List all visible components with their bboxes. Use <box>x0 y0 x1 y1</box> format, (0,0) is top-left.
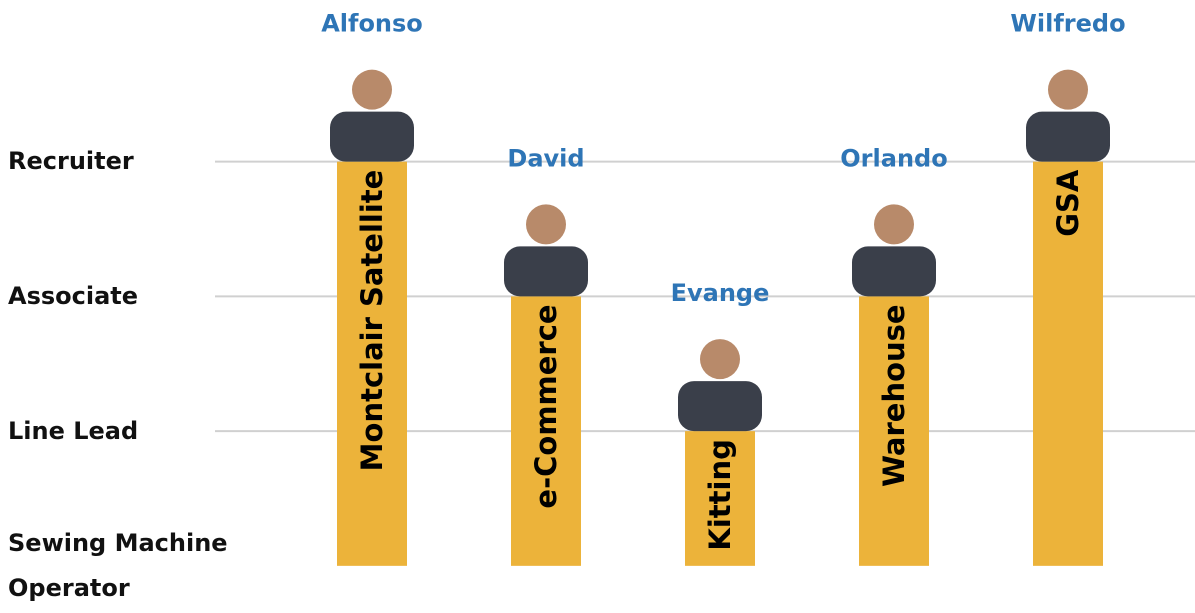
photo-torso <box>678 381 762 431</box>
person-name: David <box>507 144 584 172</box>
category-label: GSA <box>1051 169 1085 237</box>
photo-head <box>700 339 740 379</box>
chart: Sewing Machine OperatorLine LeadAssociat… <box>0 0 1195 613</box>
person-name: Evange <box>671 279 770 307</box>
y-tick-label-box: Sewing Machine Operator <box>8 516 268 613</box>
person-name: Alfonso <box>321 10 423 38</box>
person-name: Orlando <box>840 144 947 172</box>
person-name: Wilfredo <box>1010 10 1125 38</box>
photo <box>330 70 414 162</box>
photo-torso <box>1026 112 1110 162</box>
photo-torso <box>852 246 936 296</box>
photo <box>504 204 588 296</box>
photo <box>678 339 762 431</box>
category-label: e-Commerce <box>529 304 563 508</box>
category-label: Warehouse <box>877 304 911 487</box>
y-tick-label: Sewing Machine Operator <box>8 516 268 613</box>
photo-torso <box>504 246 588 296</box>
category-label: Kitting <box>703 439 737 550</box>
photo <box>852 204 936 296</box>
photo-head <box>526 204 566 244</box>
photo-head <box>1048 70 1088 110</box>
photo <box>1026 70 1110 162</box>
category-label: Montclair Satellite <box>355 170 389 472</box>
photo-head <box>874 204 914 244</box>
photo-torso <box>330 112 414 162</box>
photo-head <box>352 70 392 110</box>
